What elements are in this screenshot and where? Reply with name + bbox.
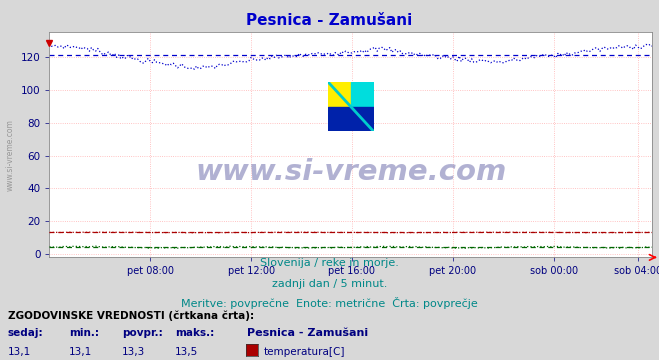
Text: 13,1: 13,1 xyxy=(69,347,92,357)
Text: maks.:: maks.: xyxy=(175,328,214,338)
Bar xyxy=(328,82,351,107)
Text: povpr.:: povpr.: xyxy=(122,328,163,338)
Text: Pesnica - Zamušani: Pesnica - Zamušani xyxy=(247,328,368,338)
Text: Meritve: povprečne  Enote: metrične  Črta: povprečje: Meritve: povprečne Enote: metrične Črta:… xyxy=(181,297,478,309)
Text: 13,1: 13,1 xyxy=(8,347,31,357)
Text: 13,5: 13,5 xyxy=(175,347,198,357)
Text: www.si-vreme.com: www.si-vreme.com xyxy=(5,119,14,191)
Text: ZGODOVINSKE VREDNOSTI (črtkana črta):: ZGODOVINSKE VREDNOSTI (črtkana črta): xyxy=(8,310,254,321)
Text: zadnji dan / 5 minut.: zadnji dan / 5 minut. xyxy=(272,279,387,289)
Text: temperatura[C]: temperatura[C] xyxy=(264,347,345,357)
Bar xyxy=(328,107,374,131)
Text: Slovenija / reke in morje.: Slovenija / reke in morje. xyxy=(260,258,399,268)
Text: 13,3: 13,3 xyxy=(122,347,145,357)
Text: sedaj:: sedaj: xyxy=(8,328,43,338)
Text: min.:: min.: xyxy=(69,328,100,338)
Text: Pesnica - Zamušani: Pesnica - Zamušani xyxy=(246,13,413,28)
Bar xyxy=(351,82,374,107)
Text: www.si-vreme.com: www.si-vreme.com xyxy=(195,158,507,186)
